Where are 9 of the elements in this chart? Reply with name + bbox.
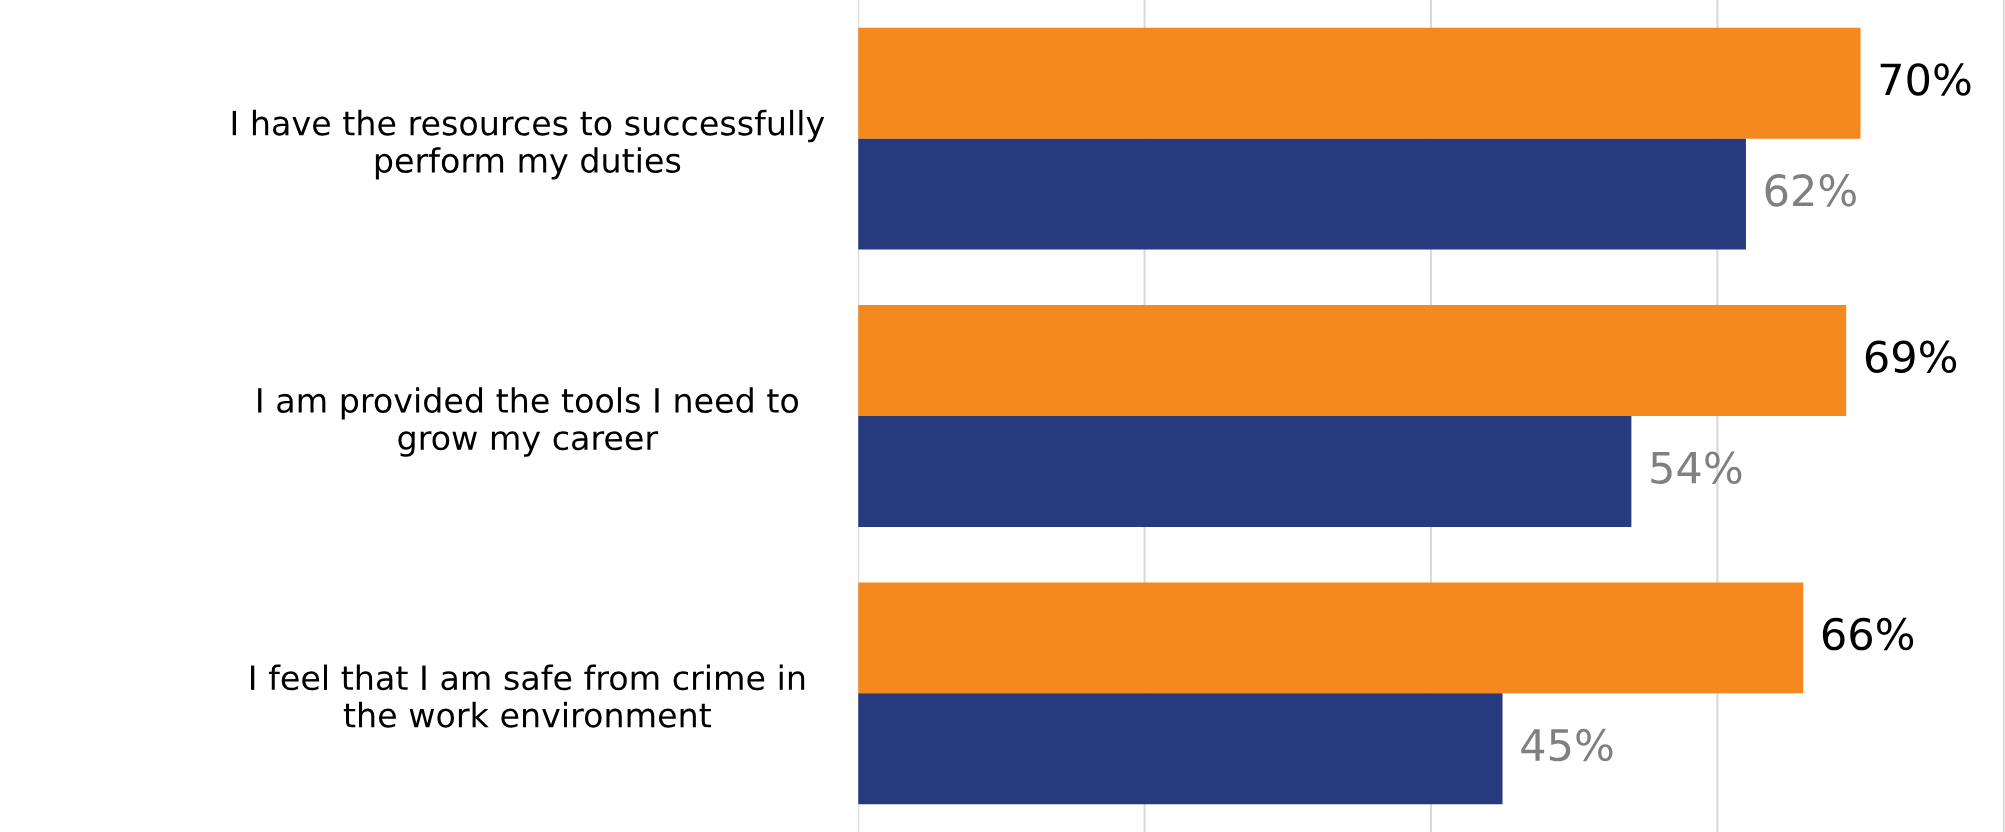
data-label: 54% (1651, 451, 1742, 484)
data-label: 66% (1822, 617, 1914, 651)
data-label: 70% (1880, 63, 1971, 96)
y-tick-label: I feel that I am safe from crime in the work environment (250, 664, 805, 728)
y-tick-label: I am provided the tools I need to grow my career (258, 387, 799, 457)
y-tick-label: I have the resources to successfully perform my duties (232, 109, 825, 180)
data-label: 69% (1865, 340, 1957, 374)
data-label: 62% (1765, 174, 1856, 207)
data-label: 45% (1521, 728, 1613, 762)
